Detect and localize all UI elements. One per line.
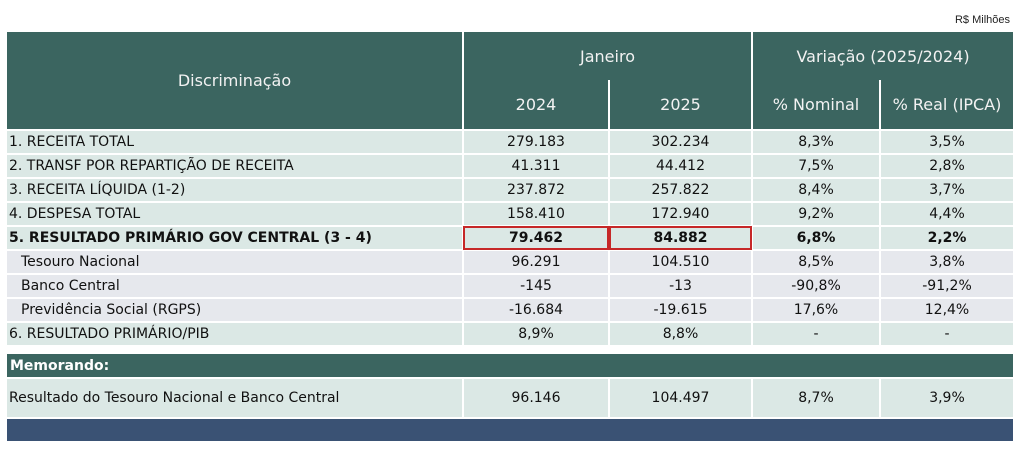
cell-v2024: 279.183	[463, 129, 610, 154]
table-row: Tesouro Nacional 96.291 104.510 8,5% 3,8%	[7, 249, 1013, 274]
memo-label: Resultado do Tesouro Nacional e Banco Ce…	[7, 377, 464, 418]
cell-real: 3,7%	[880, 177, 1013, 202]
row-label: 6. RESULTADO PRIMÁRIO/PIB	[7, 321, 464, 345]
memo-title: Memorando:	[7, 354, 1013, 378]
memo-cell-nominal: 8,7%	[752, 377, 881, 418]
header-variacao: Variação (2025/2024)	[752, 32, 1013, 80]
row-label: Tesouro Nacional	[7, 249, 464, 274]
row-label: 1. RECEITA TOTAL	[7, 129, 464, 154]
row-label: 4. DESPESA TOTAL	[7, 201, 464, 226]
cell-nominal: 8,4%	[752, 177, 881, 202]
cell-nominal: -	[752, 321, 881, 345]
cell-v2025: 84.882	[609, 225, 753, 250]
cell-v2024: 41.311	[463, 153, 610, 178]
cell-v2024: 237.872	[463, 177, 610, 202]
cell-real: -	[880, 321, 1013, 345]
row-label: Banco Central	[7, 273, 464, 298]
row-label: 5. RESULTADO PRIMÁRIO GOV CENTRAL (3 - 4…	[7, 225, 464, 250]
memo-cell-v2025: 104.497	[609, 377, 753, 418]
table-row: 4. DESPESA TOTAL 158.410 172.940 9,2% 4,4%	[7, 201, 1013, 226]
cell-v2024: -16.684	[463, 297, 610, 322]
cell-real: 2,8%	[880, 153, 1013, 178]
cell-v2024: 79.462	[463, 225, 610, 250]
table-row: 6. RESULTADO PRIMÁRIO/PIB 8,9% 8,8% - -	[7, 321, 1013, 345]
cell-real: 4,4%	[880, 201, 1013, 226]
unit-label: R$ Milhões	[954, 14, 1010, 26]
row-label: Previdência Social (RGPS)	[7, 297, 464, 322]
row-label: 3. RECEITA LÍQUIDA (1-2)	[7, 177, 464, 202]
cell-real: 3,5%	[880, 129, 1013, 154]
cell-nominal: 8,3%	[752, 129, 881, 154]
header-2024: 2024	[463, 80, 610, 130]
cell-v2025: 8,8%	[609, 321, 753, 345]
memo-row: Resultado do Tesouro Nacional e Banco Ce…	[7, 377, 1013, 418]
header-nominal: % Nominal	[752, 80, 881, 130]
table-row: Previdência Social (RGPS) -16.684 -19.615 1…	[7, 297, 1013, 322]
header-2025: 2025	[609, 80, 753, 130]
cell-v2024: 96.291	[463, 249, 610, 274]
header-discriminacao: Discriminação	[7, 32, 464, 130]
table-row: Banco Central -145 -13 -90,8% -91,2%	[7, 273, 1013, 298]
table-row: 2. TRANSF POR REPARTIÇÃO DE RECEITA 41.31…	[7, 153, 1013, 178]
cell-v2025: 44.412	[609, 153, 753, 178]
cell-v2024: 8,9%	[463, 321, 610, 345]
cell-nominal: 7,5%	[752, 153, 881, 178]
fiscal-results-table: Discriminação Janeiro Variação (2025/202…	[7, 32, 1013, 441]
cell-nominal: 8,5%	[752, 249, 881, 274]
table-row: 1. RECEITA TOTAL 279.183 302.234 8,3% 3,5%	[7, 129, 1013, 154]
cell-real: 3,8%	[880, 249, 1013, 274]
cell-nominal: 9,2%	[752, 201, 881, 226]
cell-v2025: 257.822	[609, 177, 753, 202]
cell-v2024: 158.410	[463, 201, 610, 226]
row-label: 2. TRANSF POR REPARTIÇÃO DE RECEITA	[7, 153, 464, 178]
cell-nominal: -90,8%	[752, 273, 881, 298]
cell-v2025: 302.234	[609, 129, 753, 154]
cell-v2025: 104.510	[609, 249, 753, 274]
cell-real: 2,2%	[880, 225, 1013, 250]
table-row: 5. RESULTADO PRIMÁRIO GOV CENTRAL (3 - 4…	[7, 225, 1013, 250]
table-row: 3. RECEITA LÍQUIDA (1-2) 237.872 257.822 8,…	[7, 177, 1013, 202]
cell-v2025: 172.940	[609, 201, 753, 226]
header-janeiro: Janeiro	[463, 32, 753, 80]
memo-cell-real: 3,9%	[880, 377, 1013, 418]
cell-nominal: 17,6%	[752, 297, 881, 322]
cell-v2024: -145	[463, 273, 610, 298]
footer-bar	[7, 417, 1013, 441]
memo-cell-v2024: 96.146	[463, 377, 610, 418]
cell-nominal: 6,8%	[752, 225, 881, 250]
cell-real: -91,2%	[880, 273, 1013, 298]
cell-v2025: -13	[609, 273, 753, 298]
header-real: % Real (IPCA)	[880, 80, 1013, 130]
spacer	[7, 345, 1013, 354]
cell-v2025: -19.615	[609, 297, 753, 322]
cell-real: 12,4%	[880, 297, 1013, 322]
